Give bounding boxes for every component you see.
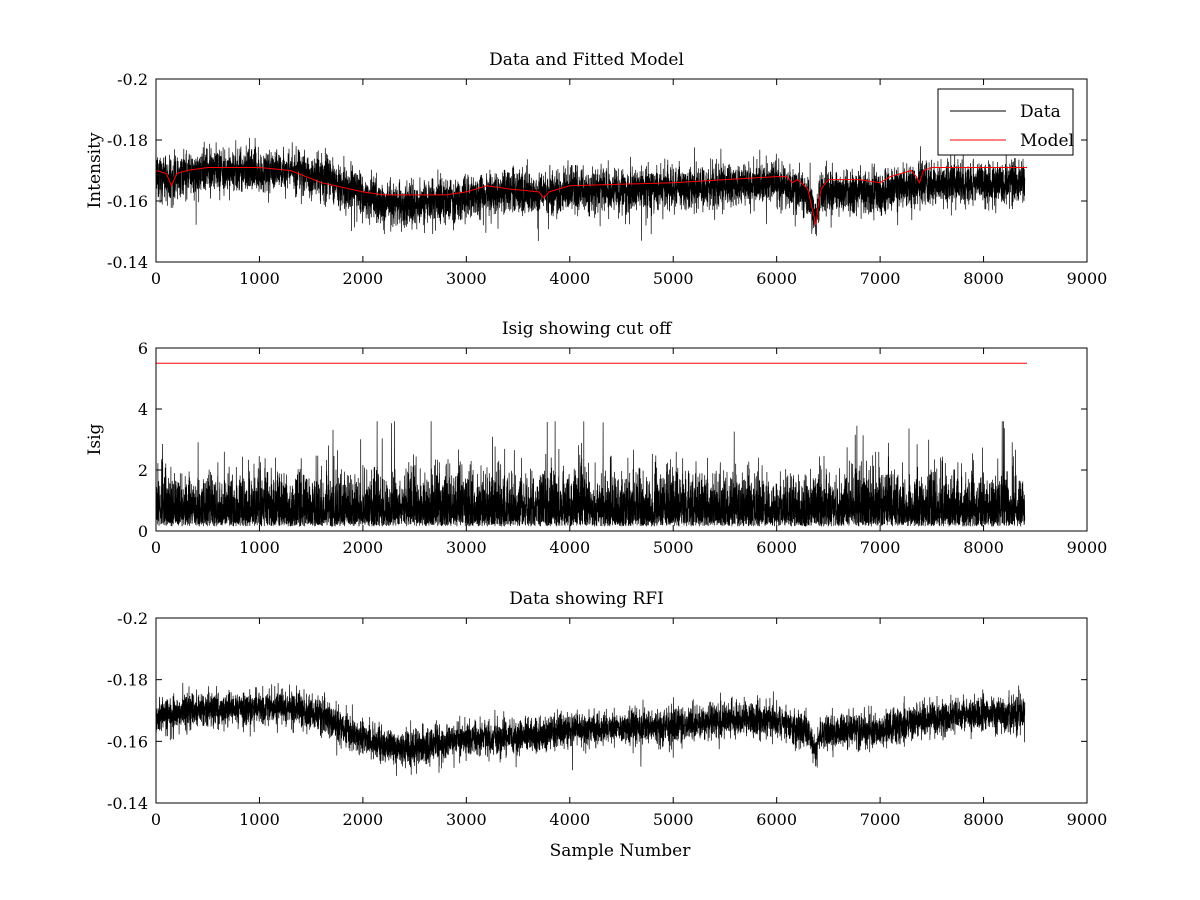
x-tick-label: 8000 — [963, 810, 1004, 829]
x-tick-label: 1000 — [239, 269, 280, 288]
panels: 0 1000 2000 3000 4000 5000 6000 7000 8000 9000-0.… — [85, 50, 1107, 829]
axes-box — [155, 347, 1088, 532]
x-tick-label: 2000 — [343, 269, 384, 288]
legend: Data Model — [937, 88, 1074, 156]
x-tick-label: 0 — [151, 810, 161, 829]
series-data-line — [156, 137, 1026, 242]
x-tick-label: 3000 — [446, 538, 487, 557]
chart-title: Data and Fitted Model — [489, 50, 684, 70]
x-tick-label: 7000 — [860, 810, 901, 829]
axes-box — [155, 617, 1088, 804]
x-tick-label: 8000 — [963, 538, 1004, 557]
y-tick-label: -0.14 — [107, 794, 148, 813]
series-group — [156, 682, 1026, 776]
x-tick-label: 9000 — [1067, 538, 1108, 557]
x-tick-label: 2000 — [343, 538, 384, 557]
y-axis-label: Intensity — [85, 132, 105, 208]
legend-label-data: Data — [1020, 102, 1061, 122]
y-tick-label: -0.2 — [117, 609, 148, 628]
legend-box — [937, 88, 1074, 156]
x-tick-label: 0 — [151, 538, 161, 557]
x-tick-label: 4000 — [549, 269, 590, 288]
figure-xlabel: Sample Number — [550, 841, 692, 861]
series-group — [156, 137, 1027, 242]
y-tick-label: 2 — [138, 461, 148, 480]
x-tick-label: 9000 — [1067, 810, 1108, 829]
x-tick-label: 1000 — [239, 810, 280, 829]
x-tick-label: 5000 — [653, 538, 694, 557]
y-tick-label: -0.2 — [117, 70, 148, 89]
panel-2: 0 1000 2000 3000 4000 5000 6000 7000 8000 9000 0 2 4… — [85, 319, 1107, 557]
series-model-line — [156, 166, 1027, 226]
x-tick-label: 5000 — [653, 269, 694, 288]
chart-title: Data showing RFI — [509, 589, 664, 609]
y-tick-label: -0.18 — [107, 671, 148, 690]
x-tick-label: 4000 — [549, 810, 590, 829]
x-tick-label: 6000 — [756, 269, 797, 288]
x-tick-label: 0 — [151, 269, 161, 288]
x-tick-label: 8000 — [963, 269, 1004, 288]
y-tick-label: -0.16 — [107, 732, 148, 751]
y-tick-label: -0.16 — [107, 192, 148, 211]
x-tick-label: 6000 — [756, 538, 797, 557]
panel-1: 0 1000 2000 3000 4000 5000 6000 7000 8000 9000 -0.… — [85, 50, 1107, 288]
x-tick-label: 3000 — [446, 810, 487, 829]
x-tick-label: 7000 — [860, 538, 901, 557]
panel-3: 0 1000 2000 3000 4000 5000 6000 7000 8000 9000 -0.… — [107, 589, 1107, 829]
series-group — [156, 362, 1027, 528]
x-tick-label: 2000 — [343, 810, 384, 829]
series-data-line — [156, 682, 1026, 776]
x-tick-label: 4000 — [549, 538, 590, 557]
chart-title: Isig showing cut off — [502, 319, 673, 339]
y-tick-label: 0 — [138, 522, 148, 541]
x-tick-label: 6000 — [756, 810, 797, 829]
legend-label-model: Model — [1020, 131, 1074, 151]
x-tick-label: 3000 — [446, 269, 487, 288]
y-tick-label: -0.18 — [107, 131, 148, 150]
y-tick-label: -0.14 — [107, 253, 148, 272]
x-tick-label: 5000 — [653, 810, 694, 829]
y-axis-label: Isig — [85, 424, 105, 456]
y-tick-label: 6 — [138, 339, 148, 358]
x-tick-label: 1000 — [239, 538, 280, 557]
y-tick-label: 4 — [138, 400, 148, 419]
x-tick-label: 9000 — [1067, 269, 1108, 288]
series-isig-line — [156, 421, 1026, 528]
x-tick-label: 7000 — [860, 269, 901, 288]
axes-box — [155, 78, 1088, 263]
